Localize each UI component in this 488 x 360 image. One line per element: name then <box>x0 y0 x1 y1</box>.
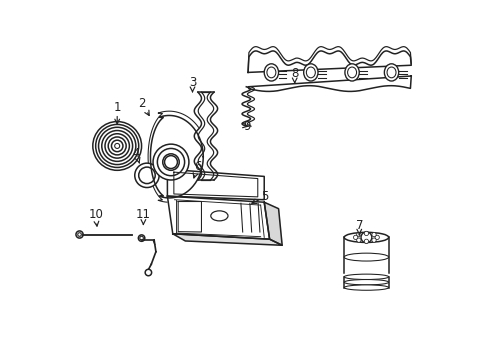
Ellipse shape <box>210 211 227 221</box>
Text: 6: 6 <box>193 160 201 178</box>
Circle shape <box>374 235 379 239</box>
Circle shape <box>111 140 122 152</box>
Text: 4: 4 <box>132 147 140 163</box>
Ellipse shape <box>386 67 395 78</box>
Circle shape <box>139 167 155 184</box>
Circle shape <box>360 232 371 243</box>
Ellipse shape <box>153 144 188 180</box>
Circle shape <box>164 156 177 168</box>
Circle shape <box>135 163 159 188</box>
Text: 1: 1 <box>113 101 121 124</box>
Ellipse shape <box>163 154 179 170</box>
Ellipse shape <box>266 67 275 78</box>
Circle shape <box>356 233 360 237</box>
Circle shape <box>93 122 142 170</box>
Ellipse shape <box>344 64 359 81</box>
Circle shape <box>76 231 83 238</box>
Text: 3: 3 <box>188 76 196 92</box>
Circle shape <box>102 131 132 161</box>
Ellipse shape <box>344 232 388 242</box>
Circle shape <box>108 137 126 155</box>
Ellipse shape <box>264 64 278 81</box>
Circle shape <box>99 127 136 165</box>
Ellipse shape <box>344 285 388 290</box>
Polygon shape <box>167 169 264 200</box>
Circle shape <box>138 235 144 241</box>
Circle shape <box>145 269 151 276</box>
Text: 9: 9 <box>242 120 251 133</box>
Polygon shape <box>247 51 410 91</box>
Circle shape <box>353 235 357 239</box>
Circle shape <box>105 134 129 158</box>
Ellipse shape <box>303 64 317 81</box>
Circle shape <box>78 233 81 236</box>
Ellipse shape <box>306 67 315 78</box>
Ellipse shape <box>384 64 398 81</box>
Circle shape <box>356 238 360 242</box>
Ellipse shape <box>344 253 388 261</box>
Polygon shape <box>264 202 282 245</box>
Text: 5: 5 <box>251 190 268 203</box>
Text: 10: 10 <box>88 208 103 226</box>
Text: 8: 8 <box>290 67 298 83</box>
Ellipse shape <box>344 279 388 285</box>
Polygon shape <box>150 116 203 198</box>
Ellipse shape <box>157 148 184 176</box>
Ellipse shape <box>344 274 388 279</box>
Circle shape <box>371 233 375 237</box>
Text: 11: 11 <box>136 208 151 225</box>
Ellipse shape <box>347 67 356 78</box>
Text: 2: 2 <box>138 97 149 116</box>
Circle shape <box>371 238 375 242</box>
Polygon shape <box>194 92 217 180</box>
Text: 7: 7 <box>355 219 362 235</box>
Circle shape <box>364 231 368 235</box>
Circle shape <box>96 125 139 167</box>
Circle shape <box>115 143 120 148</box>
Polygon shape <box>172 234 282 245</box>
Circle shape <box>364 239 368 243</box>
Polygon shape <box>167 196 269 239</box>
Circle shape <box>140 236 143 240</box>
